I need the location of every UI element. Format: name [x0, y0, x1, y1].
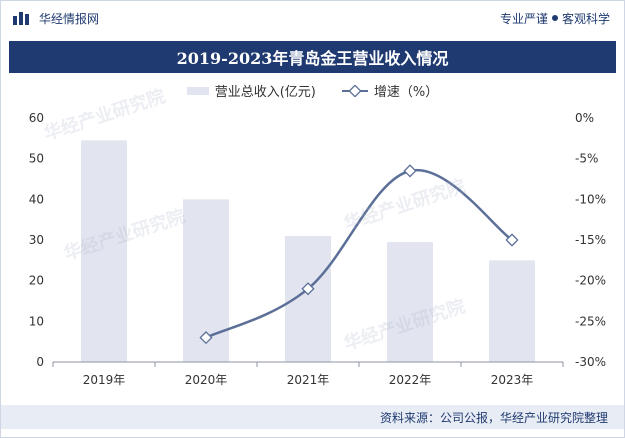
growth-point-1: [301, 282, 315, 296]
left-axis-tick-label: 0: [36, 355, 44, 369]
slogan: 专业严谨 客观科学: [500, 10, 610, 27]
legend-label-revenue: 营业总收入(亿元): [214, 85, 316, 100]
right-axis-tick-label: -10%: [575, 192, 606, 206]
slogan-right: 客观科学: [561, 11, 610, 26]
right-axis-tick-label: -15%: [575, 233, 606, 247]
bar-4: [489, 260, 535, 362]
growth-point-0: [199, 331, 213, 345]
left-axis-tick-label: 20: [29, 274, 44, 288]
right-axis-tick-label: -20%: [575, 274, 606, 288]
x-axis-tick-label: 2022年: [389, 373, 432, 387]
chart-title-bar: 2019-2023年青岛金王营业收入情况: [9, 41, 616, 73]
left-axis-tick-label: 50: [29, 152, 44, 166]
legend-item-revenue: 营业总收入(亿元): [186, 81, 316, 100]
left-axis-tick-label: 60: [29, 111, 44, 125]
growth-line: [205, 168, 513, 339]
right-axis-tick-label: 0%: [575, 111, 594, 125]
legend-bar-swatch: [186, 86, 209, 95]
x-axis-tick-label: 2019年: [83, 373, 126, 387]
right-axis-tick-label: -30%: [575, 355, 606, 369]
x-axis-tick-label: 2023年: [491, 373, 534, 387]
legend-line-swatch: [341, 84, 368, 97]
slogan-left: 专业严谨: [499, 11, 548, 26]
legend-label-growth: 增速（%）: [373, 85, 439, 100]
right-axis-tick-label: -5%: [575, 152, 598, 166]
x-axis-tick-label: 2020年: [185, 373, 228, 387]
left-axis-tick-label: 40: [29, 192, 44, 206]
chart-title: 2019-2023年青岛金王营业收入情况: [176, 49, 449, 68]
chart-legend: 营业总收入(亿元) 增速（%）: [1, 81, 624, 100]
source-bar: 资料来源：公司公报，华经产业研究院整理: [1, 405, 624, 429]
top-bar: 华经情报网 专业严谨 客观科学: [1, 1, 624, 35]
chart-plot: 0 10 20 30 40 50 60 -30% -25% -20% -15% -10% -5% 0% 20…: [29, 111, 606, 387]
legend-item-growth: 增速（%）: [341, 81, 439, 100]
bullet-dot-icon: [551, 15, 558, 21]
bar-0: [81, 140, 127, 362]
left-axis-tick-label: 30: [29, 233, 44, 247]
bar-3: [387, 242, 433, 362]
right-axis-tick-label: -25%: [575, 314, 606, 328]
brand-name: 华经情报网: [39, 11, 100, 26]
source-text: 资料来源：公司公报，华经产业研究院整理: [379, 410, 608, 425]
left-axis-tick-label: 10: [29, 314, 44, 328]
growth-point-3: [505, 233, 519, 247]
brand-logo-icon: [13, 11, 31, 25]
brand: 华经情报网: [13, 10, 99, 27]
x-axis-tick-label: 2021年: [287, 373, 330, 387]
growth-point-2: [403, 164, 417, 178]
